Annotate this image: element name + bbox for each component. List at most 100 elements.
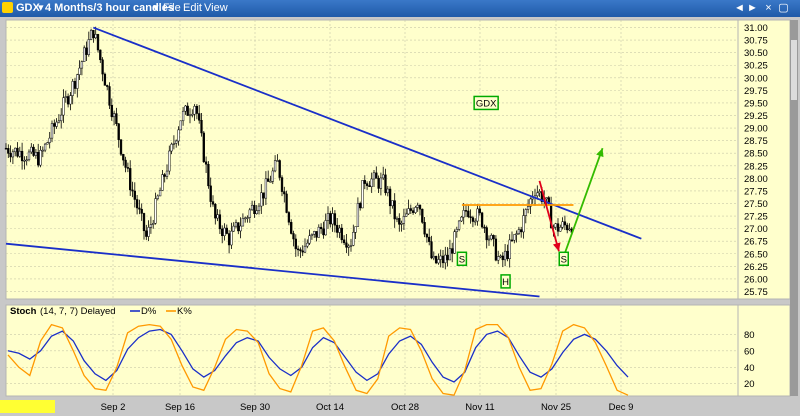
candle-body (175, 140, 178, 144)
candle-body (349, 245, 353, 247)
price-tick-label: 31.00 (744, 23, 768, 34)
x-start-highlight (0, 400, 55, 413)
candle-body (340, 227, 343, 241)
candle-body (568, 228, 571, 231)
candle-body (246, 217, 249, 219)
candle-body (280, 177, 284, 192)
candle-body (119, 139, 123, 155)
candle-body (444, 254, 447, 264)
restore-icon[interactable]: ▢ (778, 2, 789, 14)
candle-body (418, 204, 422, 210)
candle-body (490, 235, 493, 240)
candle-body (329, 213, 332, 225)
candle-body (434, 256, 438, 264)
menu-edit[interactable]: Edit (183, 2, 202, 14)
candle-body (69, 95, 72, 105)
candle-body (145, 230, 148, 237)
stoch-tick-label: 40 (744, 363, 755, 374)
candle-body (124, 159, 127, 168)
menu-view[interactable]: View (204, 2, 228, 14)
chart-svg: GDX S H S Stoch (14, 7, 7) Delayed D% K% 30.75… (0, 19, 798, 413)
candle-body (554, 223, 557, 228)
candle-body (214, 203, 217, 219)
price-tick-label: 27.50 (744, 199, 768, 210)
candle-body (409, 208, 412, 211)
candle-body (398, 218, 401, 225)
candle-body (37, 151, 40, 166)
candle-body (278, 160, 281, 178)
candle-body (126, 167, 130, 169)
price-tick-label: 30.50 (744, 48, 768, 59)
stoch-title: Stoch (10, 306, 37, 317)
stoch-legend-label: K% (177, 306, 192, 317)
price-tick-label: 26.75 (744, 237, 768, 248)
candle-body (326, 213, 330, 221)
candle-body (510, 239, 514, 242)
symbol-dropdown-icon[interactable]: ▾ (38, 2, 44, 14)
candle-body (239, 225, 242, 232)
candle-body (34, 151, 38, 156)
candle-body (133, 190, 136, 200)
candle-body (16, 147, 19, 157)
label-box (456, 251, 468, 267)
candle-body (382, 174, 385, 179)
candle-body (407, 208, 410, 215)
candle-body (480, 212, 484, 228)
close-icon[interactable]: × (765, 2, 772, 14)
candle-body (296, 248, 300, 251)
arrow-up-head (596, 148, 604, 158)
candle-body (462, 210, 465, 218)
window-titlebar: GDX ▾ 4 Months/3 hour candles ▾ File Edi… (0, 0, 800, 17)
candle-body (253, 204, 256, 215)
candle-body (345, 242, 348, 248)
scrollbar-thumb[interactable] (791, 40, 797, 100)
timeframe-label[interactable]: 4 Months/3 hour candles (45, 2, 174, 14)
candle-body (363, 180, 366, 184)
scrollbar[interactable] (790, 20, 798, 396)
candle-body (437, 259, 440, 264)
candle-body (32, 146, 35, 156)
candle-body (209, 185, 212, 202)
candle-body (223, 227, 226, 237)
candle-body (30, 146, 33, 153)
candle-body (267, 178, 270, 182)
candle-body (467, 210, 470, 217)
candle-body (356, 203, 360, 227)
candle-body (292, 233, 295, 240)
candle-body (372, 172, 376, 180)
candle-body (241, 218, 245, 227)
candle-body (439, 255, 442, 260)
price-tick-label: 27.00 (744, 224, 768, 235)
candle-body (476, 208, 479, 222)
candle-body (23, 160, 26, 162)
candle-body (147, 227, 150, 237)
candle-body (7, 148, 10, 154)
candle-body (273, 160, 277, 172)
menu-file[interactable]: File (163, 2, 181, 14)
candle-body (464, 210, 468, 212)
candle-body (198, 113, 201, 121)
back-icon[interactable]: ◄ (734, 2, 745, 14)
symbol-label[interactable]: GDX (16, 2, 40, 14)
candle-body (508, 239, 511, 259)
candle-body (142, 213, 146, 232)
x-tick-label: Sep 2 (101, 402, 126, 413)
price-tick-label: 28.25 (744, 161, 768, 172)
x-tick-label: Sep 16 (165, 402, 195, 413)
candle-body (140, 208, 143, 214)
candle-body (474, 220, 477, 223)
candle-body (193, 105, 196, 115)
price-tick-label: 27.75 (744, 186, 768, 197)
candle-body (430, 241, 433, 259)
candle-body (313, 231, 316, 235)
candle-body (271, 170, 274, 182)
candle-body (324, 220, 327, 236)
candle-body (129, 168, 132, 191)
candle-body (156, 195, 159, 199)
timeframe-dropdown-icon[interactable]: ▾ (153, 2, 159, 14)
candle-body (361, 180, 364, 209)
x-tick-label: Nov 11 (465, 402, 494, 413)
forward-icon[interactable]: ► (747, 2, 758, 14)
candle-body (503, 250, 507, 261)
candle-body (538, 191, 541, 194)
